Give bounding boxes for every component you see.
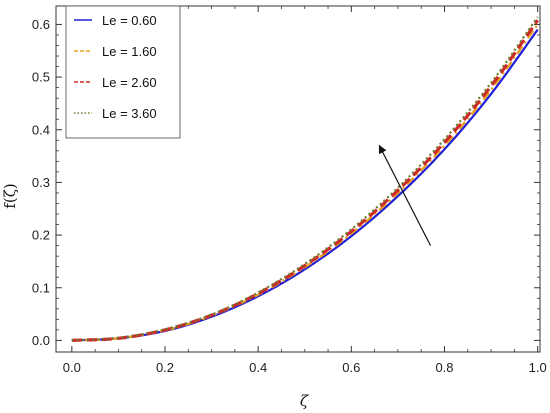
legend-label-2: Le = 1.60 [102, 44, 157, 59]
series-line-3 [71, 19, 539, 343]
x-tick-label: 0.4 [249, 360, 267, 375]
y-tick-label: 0.3 [32, 175, 50, 190]
y-tick-label: 0.5 [32, 70, 50, 85]
y-tick-label: 0.6 [32, 17, 50, 32]
trend-arrow [378, 144, 432, 246]
y-tick-label: 0.4 [32, 122, 50, 137]
y-tick-label: 0.2 [32, 228, 50, 243]
y-tick-label: 0.1 [32, 280, 50, 295]
legend-label-3: Le = 2.60 [102, 75, 157, 90]
x-tick-label: 0.8 [435, 360, 453, 375]
x-tick-label: 0.0 [63, 360, 81, 375]
series-line-4 [71, 16, 539, 342]
legend-label-4: Le = 3.60 [102, 106, 157, 121]
y-tick-label: 0.0 [32, 333, 50, 348]
x-tick-label: 1.0 [529, 360, 547, 375]
y-axis-label: f(ζ) [1, 183, 19, 208]
legend-label-1: Le = 0.60 [102, 13, 157, 28]
plot-frame [55, 5, 541, 353]
x-axis-label: ζ [300, 392, 309, 410]
x-tick-label: 0.2 [156, 360, 174, 375]
x-tick-label: 0.6 [342, 360, 360, 375]
legend-box [65, 5, 181, 139]
